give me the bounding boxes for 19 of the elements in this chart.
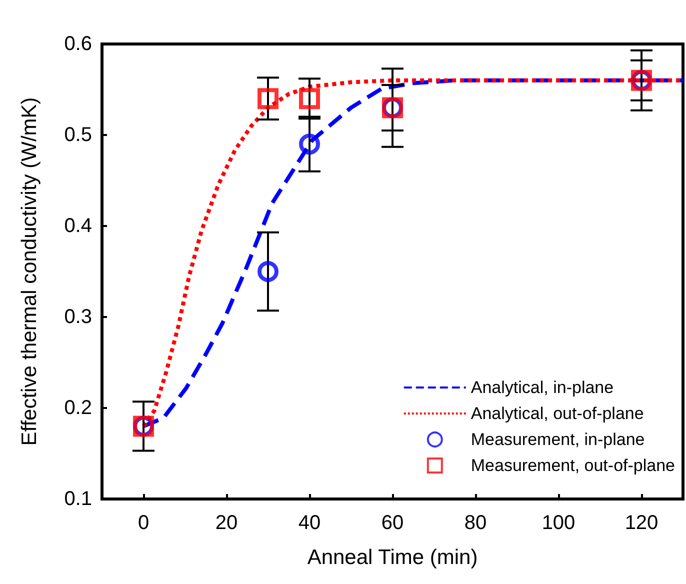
legend-label: Measurement, out-of-plane — [470, 456, 675, 475]
y-axis-title: Effective thermal conductivity (W/mK) — [18, 97, 41, 446]
y-tick-label: 0.4 — [64, 215, 92, 237]
x-tick-label: 60 — [381, 512, 404, 534]
y-tick-label: 0.5 — [64, 124, 92, 146]
y-tick-label: 0.1 — [64, 488, 92, 510]
x-tick-label: 0 — [138, 512, 150, 534]
legend-label: Analytical, in-plane — [470, 378, 614, 397]
x-axis-title: Anneal Time (min) — [307, 546, 478, 569]
y-tick-label: 0.2 — [64, 397, 92, 419]
x-tick-label: 120 — [624, 512, 658, 534]
x-tick-label: 100 — [542, 512, 576, 534]
legend-label: Measurement, in-plane — [470, 430, 645, 449]
x-tick-label: 40 — [298, 512, 321, 534]
x-tick-label: 80 — [464, 512, 487, 534]
y-tick-label: 0.6 — [64, 33, 92, 55]
y-tick-label: 0.3 — [64, 306, 92, 328]
x-tick-label: 20 — [215, 512, 238, 534]
legend-label: Analytical, out-of-plane — [470, 404, 644, 423]
